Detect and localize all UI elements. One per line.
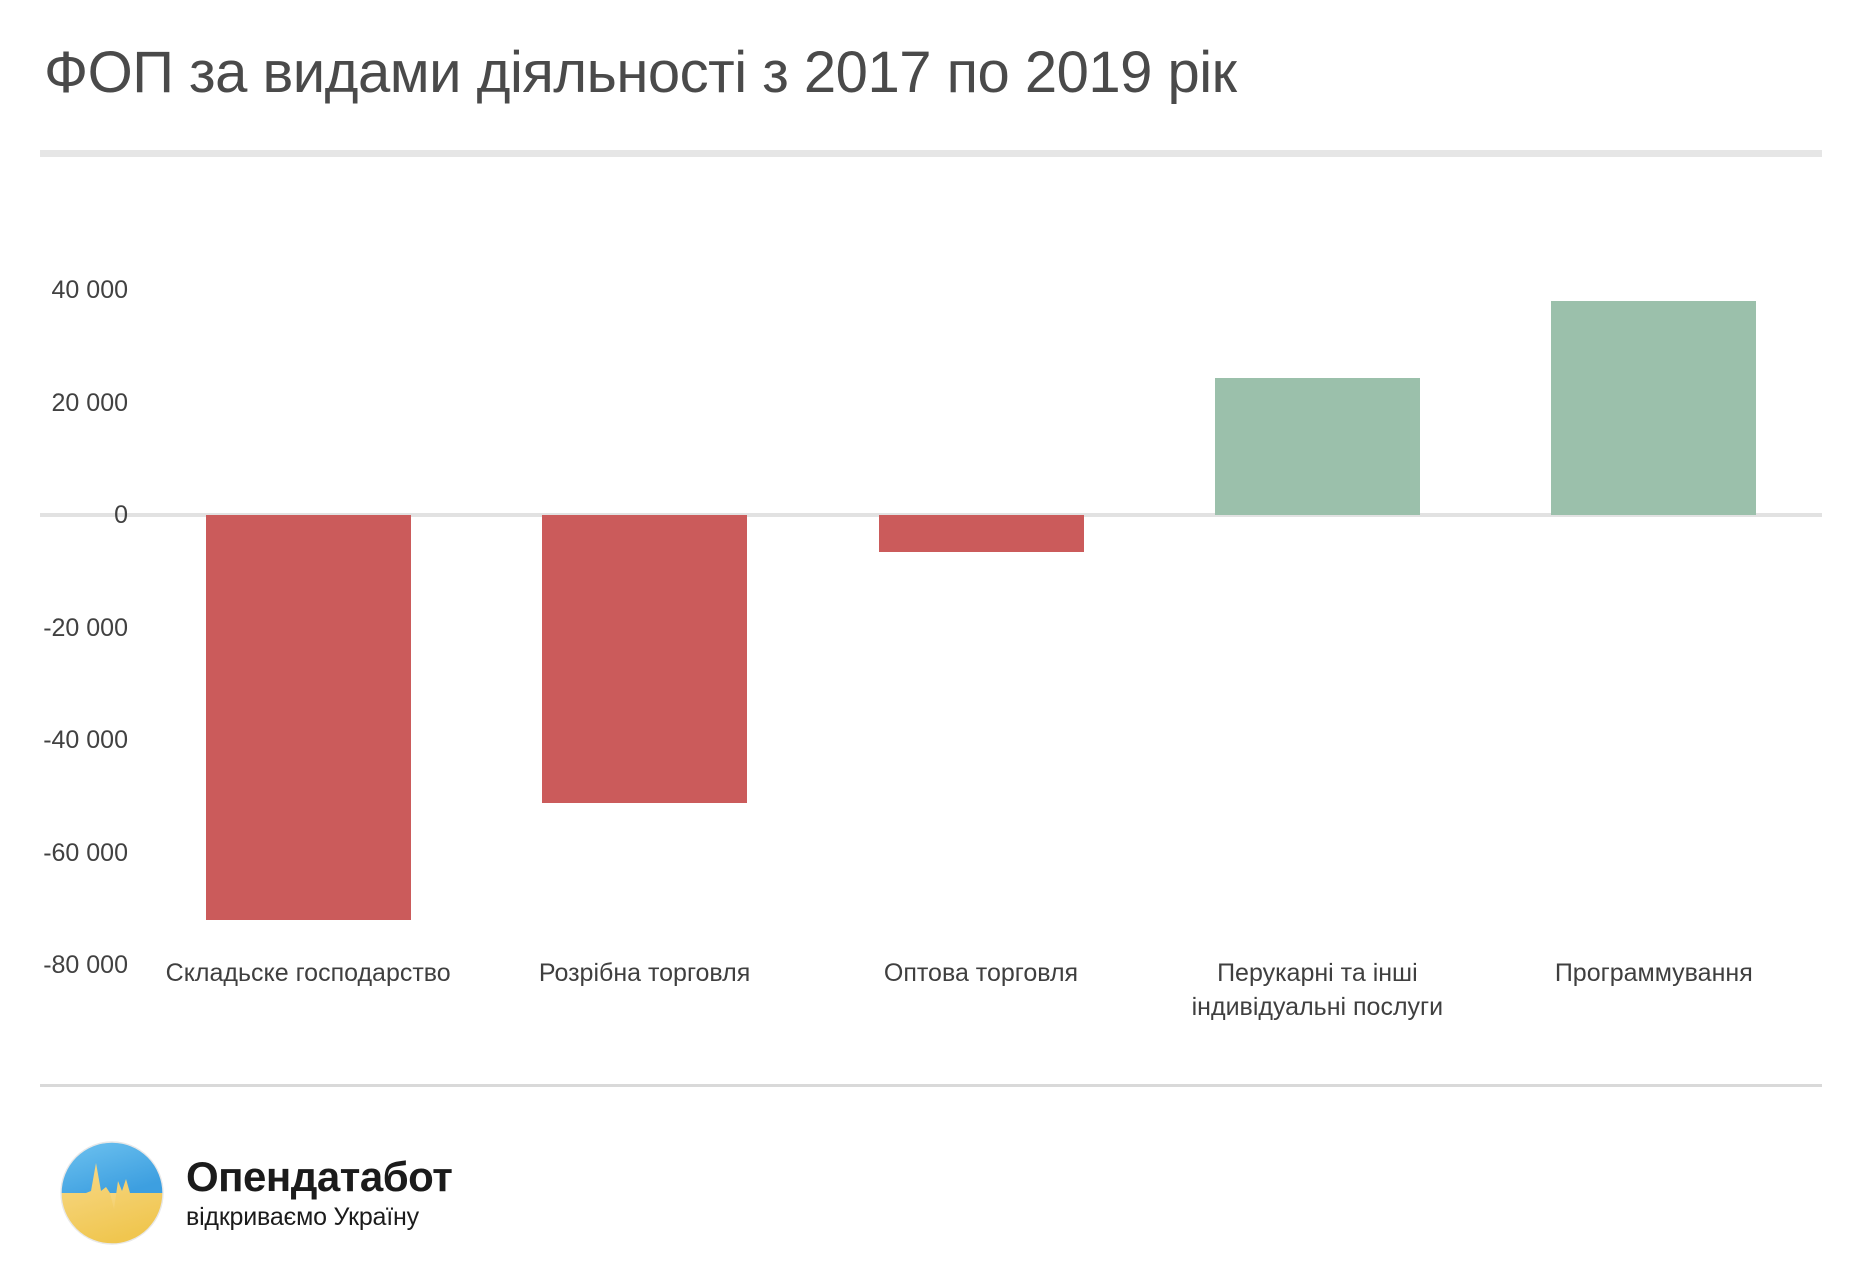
x-axis-category-label: Программування	[1554, 959, 1753, 987]
y-axis-tick-label: 40 000	[51, 276, 128, 304]
y-axis-tick-label: -60 000	[43, 838, 128, 867]
brand-footer: Опендатабот відкриваємо Україну	[60, 1133, 453, 1253]
brand-tagline: відкриваємо Україну	[186, 1203, 419, 1231]
y-axis-tick-label: 20 000	[51, 388, 128, 417]
page-title: ФОП за видами діяльності з 2017 по 2019 …	[44, 40, 1237, 105]
brand-name: Опендатабот	[186, 1153, 453, 1200]
bar-2[interactable]	[542, 515, 747, 803]
brand-wordmark: Опендатабот відкриваємо Україну	[186, 1153, 453, 1232]
bar-1[interactable]	[206, 515, 411, 920]
y-axis-tick-label: -40 000	[43, 726, 128, 754]
y-axis-tick-label: 0	[114, 501, 128, 529]
x-axis-category-label: Складьске господарство	[165, 959, 451, 987]
y-axis-tick-label: -80 000	[43, 951, 128, 979]
y-axis-tick-label: -20 000	[43, 613, 128, 642]
title-divider	[40, 150, 1822, 157]
bar-5[interactable]	[1551, 301, 1756, 515]
bar-4[interactable]	[1215, 377, 1420, 515]
footer-divider	[40, 1084, 1822, 1087]
opendatabot-circle-waveform-icon	[60, 1141, 164, 1245]
x-axis-category-label: Розрібна торговля	[538, 959, 751, 987]
x-axis-category-label: Перукарні та інші індивідуальні послуги	[1191, 959, 1444, 1021]
x-axis-category-label: Оптова торговля	[883, 959, 1079, 987]
bar-3[interactable]	[879, 515, 1084, 553]
